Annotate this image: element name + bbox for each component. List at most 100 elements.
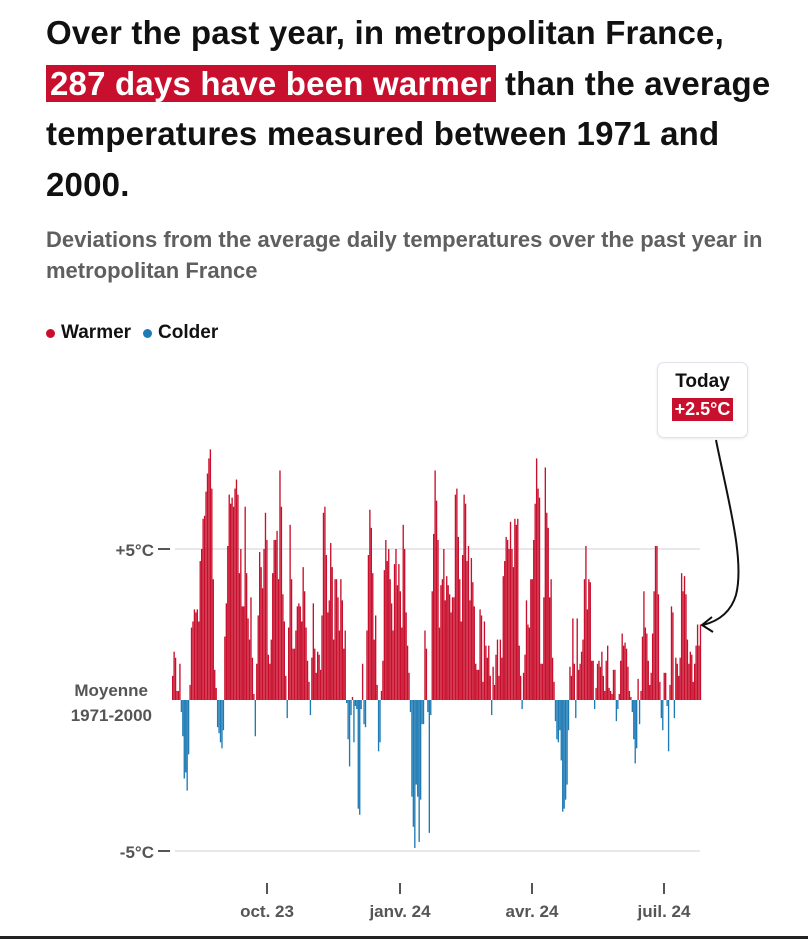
bar-warmer <box>628 690 631 700</box>
bar-warmer <box>605 660 607 700</box>
bar-warmer <box>483 621 486 700</box>
bar-colder <box>660 700 662 719</box>
bar-warmer <box>238 573 241 700</box>
bar-warmer <box>193 609 196 700</box>
bar-warmer <box>472 582 474 700</box>
bar-warmer <box>537 488 539 700</box>
bar-colder <box>633 700 635 740</box>
bar-warmer <box>475 663 477 700</box>
bar-colder <box>379 700 381 743</box>
bar-colder <box>638 700 641 725</box>
bar-warmer <box>588 579 590 700</box>
bar-warmer <box>501 657 503 700</box>
bar-colder <box>219 700 222 743</box>
bar-warmer <box>637 678 639 700</box>
bar-warmer <box>251 657 254 700</box>
bar-warmer <box>399 591 401 700</box>
bar-warmer <box>553 681 555 700</box>
bar-warmer <box>659 681 661 700</box>
bar-warmer <box>438 627 441 700</box>
bar-warmer <box>609 690 612 700</box>
bar-warmer <box>535 458 538 700</box>
bar-warmer <box>172 675 174 700</box>
y-tick-label-minus-5: -5°C <box>120 843 154 862</box>
bar-colder <box>286 700 288 719</box>
bar-warmer <box>332 639 335 700</box>
bar-warmer <box>608 687 610 700</box>
bar-warmer <box>512 567 515 700</box>
callout-arrow <box>702 439 740 626</box>
bar-warmer <box>686 639 689 700</box>
bar-colder <box>563 700 565 809</box>
bar-warmer <box>433 533 435 700</box>
bar-warmer <box>546 512 548 700</box>
bar-colder <box>567 700 570 731</box>
bar-warmer <box>680 573 683 700</box>
bar-colder <box>575 700 577 719</box>
bar-warmer <box>334 579 336 700</box>
bar-warmer <box>198 621 200 700</box>
bar-warmer <box>270 639 272 700</box>
bar-colder <box>353 700 355 743</box>
bar-warmer <box>327 612 329 700</box>
legend-label-warmer: Warmer <box>61 322 132 343</box>
bar-warmer <box>396 585 399 700</box>
bar-colder <box>414 700 416 848</box>
bar-warmer <box>534 503 536 700</box>
bar-warmer <box>469 600 471 700</box>
today-label: Today <box>675 371 730 392</box>
bar-warmer <box>337 597 339 700</box>
bar-warmer <box>279 470 281 700</box>
bar-warmer <box>398 564 400 700</box>
bar-colder <box>411 700 413 797</box>
bar-warmer <box>285 675 287 700</box>
bar-warmer <box>572 618 574 700</box>
bar-warmer <box>272 573 274 700</box>
bar-warmer <box>466 561 468 700</box>
bar-warmer <box>376 684 378 700</box>
bar-warmer <box>390 603 393 700</box>
bar-warmer <box>599 666 602 700</box>
bar-warmer <box>341 600 343 700</box>
bar-warmer <box>549 597 551 700</box>
bar-warmer <box>301 621 303 700</box>
bar-warmer <box>318 654 320 700</box>
bar-warmer <box>237 494 239 700</box>
bar-warmer <box>395 549 397 700</box>
bar-colder <box>430 700 432 716</box>
bar-warmer <box>618 693 620 700</box>
bar-warmer <box>517 518 519 700</box>
bar-warmer <box>256 663 258 700</box>
bar-colder <box>566 700 568 785</box>
bar-warmer <box>692 681 694 700</box>
bar-warmer <box>591 660 593 700</box>
headline-text-start: Over the past year, in metropolitan Fran… <box>46 14 724 51</box>
bar-colder <box>415 700 417 785</box>
bar-colder <box>187 700 190 755</box>
bar-warmer <box>676 663 678 700</box>
bar-warmer <box>493 684 496 700</box>
bar-warmer <box>679 657 681 700</box>
bar-warmer <box>344 630 346 700</box>
bar-warmer <box>696 624 699 700</box>
bar-warmer <box>264 512 267 700</box>
bar-warmer <box>266 539 268 700</box>
bar-warmer <box>244 506 246 700</box>
bar-warmer <box>366 630 368 700</box>
bar-warmer <box>367 555 370 700</box>
bar-warmer <box>522 672 525 700</box>
bar-warmer <box>250 597 252 700</box>
x-tick-label-oct: oct. 23 <box>240 902 294 921</box>
bar-warmer <box>457 536 459 700</box>
bar-warmer <box>382 660 384 700</box>
bar-warmer <box>489 675 491 700</box>
bar-warmer <box>528 627 531 700</box>
bar-warmer <box>656 545 658 700</box>
bar-colder <box>673 700 676 719</box>
bar-warmer <box>404 549 406 700</box>
bar-colder <box>556 700 558 740</box>
bar-colder <box>562 700 564 812</box>
bar-warmer <box>541 663 544 700</box>
bar-warmer <box>589 582 591 700</box>
